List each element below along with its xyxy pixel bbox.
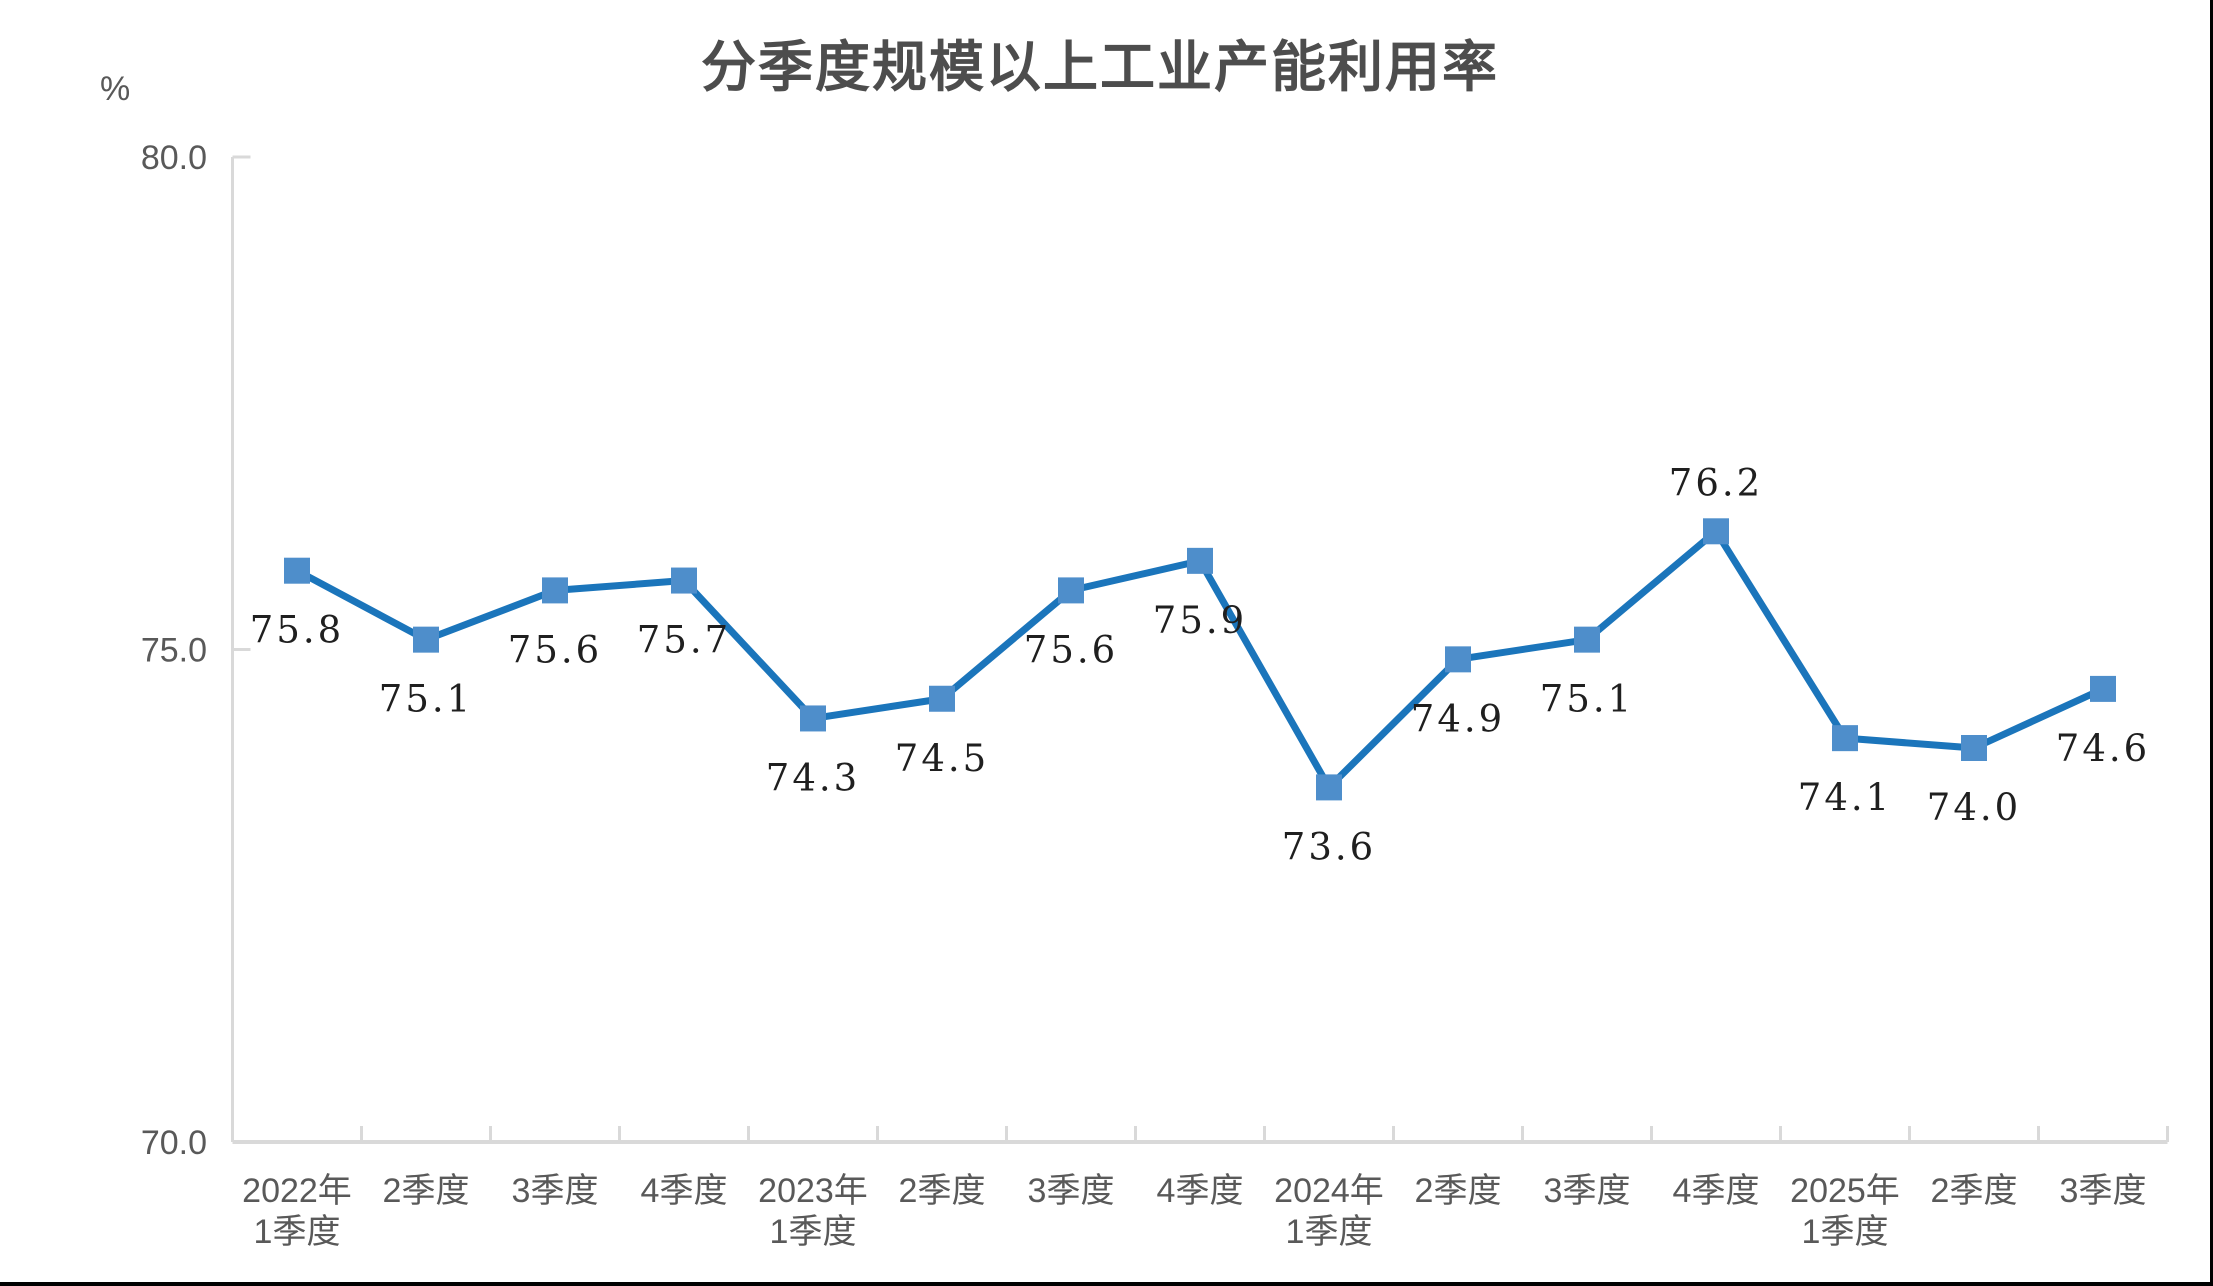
chart-title: 分季度规模以上工业产能利用率 (700, 36, 1499, 98)
x-axis-category-label: 2季度 (899, 1172, 986, 1210)
x-axis-category-label: 1季度 (1802, 1213, 1889, 1251)
data-point-marker (1832, 725, 1858, 752)
data-point-label: 74.1 (1798, 776, 1892, 819)
y-axis-tick-label: 70.0 (141, 1124, 207, 1162)
x-axis-category-label: 1季度 (1286, 1213, 1373, 1251)
data-point-label: 75.1 (1540, 678, 1634, 721)
x-axis-category-label: 3季度 (2060, 1172, 2147, 1210)
x-axis-category-label: 4季度 (1673, 1172, 1760, 1210)
data-point-marker (2090, 675, 2116, 702)
data-point-marker (1445, 646, 1471, 673)
data-point-label: 75.8 (250, 609, 344, 652)
y-axis-tick-label: 80.0 (141, 139, 207, 177)
x-axis-category-label: 4季度 (641, 1172, 728, 1210)
y-axis-tick-label: 75.0 (141, 632, 207, 670)
x-axis-category-label: 2024年 (1274, 1172, 1384, 1210)
x-axis-category-label: 2季度 (383, 1172, 470, 1210)
data-point-label: 74.3 (766, 756, 860, 799)
data-point-marker (1316, 774, 1342, 801)
data-point-label: 74.0 (1927, 786, 2021, 829)
data-point-label: 75.9 (1153, 599, 1247, 642)
x-axis-category-label: 2季度 (1415, 1172, 1502, 1210)
data-point-marker (542, 577, 568, 604)
x-axis-category-label: 3季度 (512, 1172, 599, 1210)
y-axis-unit-label: % (100, 70, 131, 108)
data-point-label: 74.5 (895, 737, 989, 780)
x-axis-category-label: 2023年 (758, 1172, 868, 1210)
data-point-marker (1187, 547, 1213, 574)
x-axis-category-label: 3季度 (1544, 1172, 1631, 1210)
data-point-label: 73.6 (1282, 825, 1376, 868)
data-point-marker (929, 685, 955, 712)
data-point-label: 75.1 (379, 678, 473, 721)
data-point-marker (671, 567, 697, 594)
data-point-label: 75.6 (508, 628, 602, 671)
x-axis-category-label: 3季度 (1028, 1172, 1115, 1210)
x-axis-category-label: 1季度 (254, 1213, 341, 1251)
data-point-marker (1961, 735, 1987, 761)
x-axis-category-label: 2025年 (1790, 1172, 1900, 1210)
data-point-marker (284, 557, 310, 584)
data-point-marker (1058, 577, 1084, 604)
data-point-label: 74.9 (1411, 697, 1505, 740)
x-axis-category-label: 2022年 (242, 1172, 352, 1210)
x-axis-category-label: 4季度 (1157, 1172, 1244, 1210)
data-point-marker (800, 705, 826, 732)
data-point-label: 74.6 (2056, 727, 2150, 770)
data-point-marker (413, 626, 439, 653)
data-point-marker (1574, 626, 1600, 653)
data-point-label: 76.2 (1669, 461, 1763, 504)
data-point-marker (1703, 518, 1729, 545)
x-axis-category-label: 1季度 (770, 1213, 857, 1251)
x-axis-category-label: 2季度 (1931, 1172, 2018, 1210)
data-point-label: 75.6 (1024, 628, 1118, 671)
data-point-label: 75.7 (637, 619, 731, 662)
